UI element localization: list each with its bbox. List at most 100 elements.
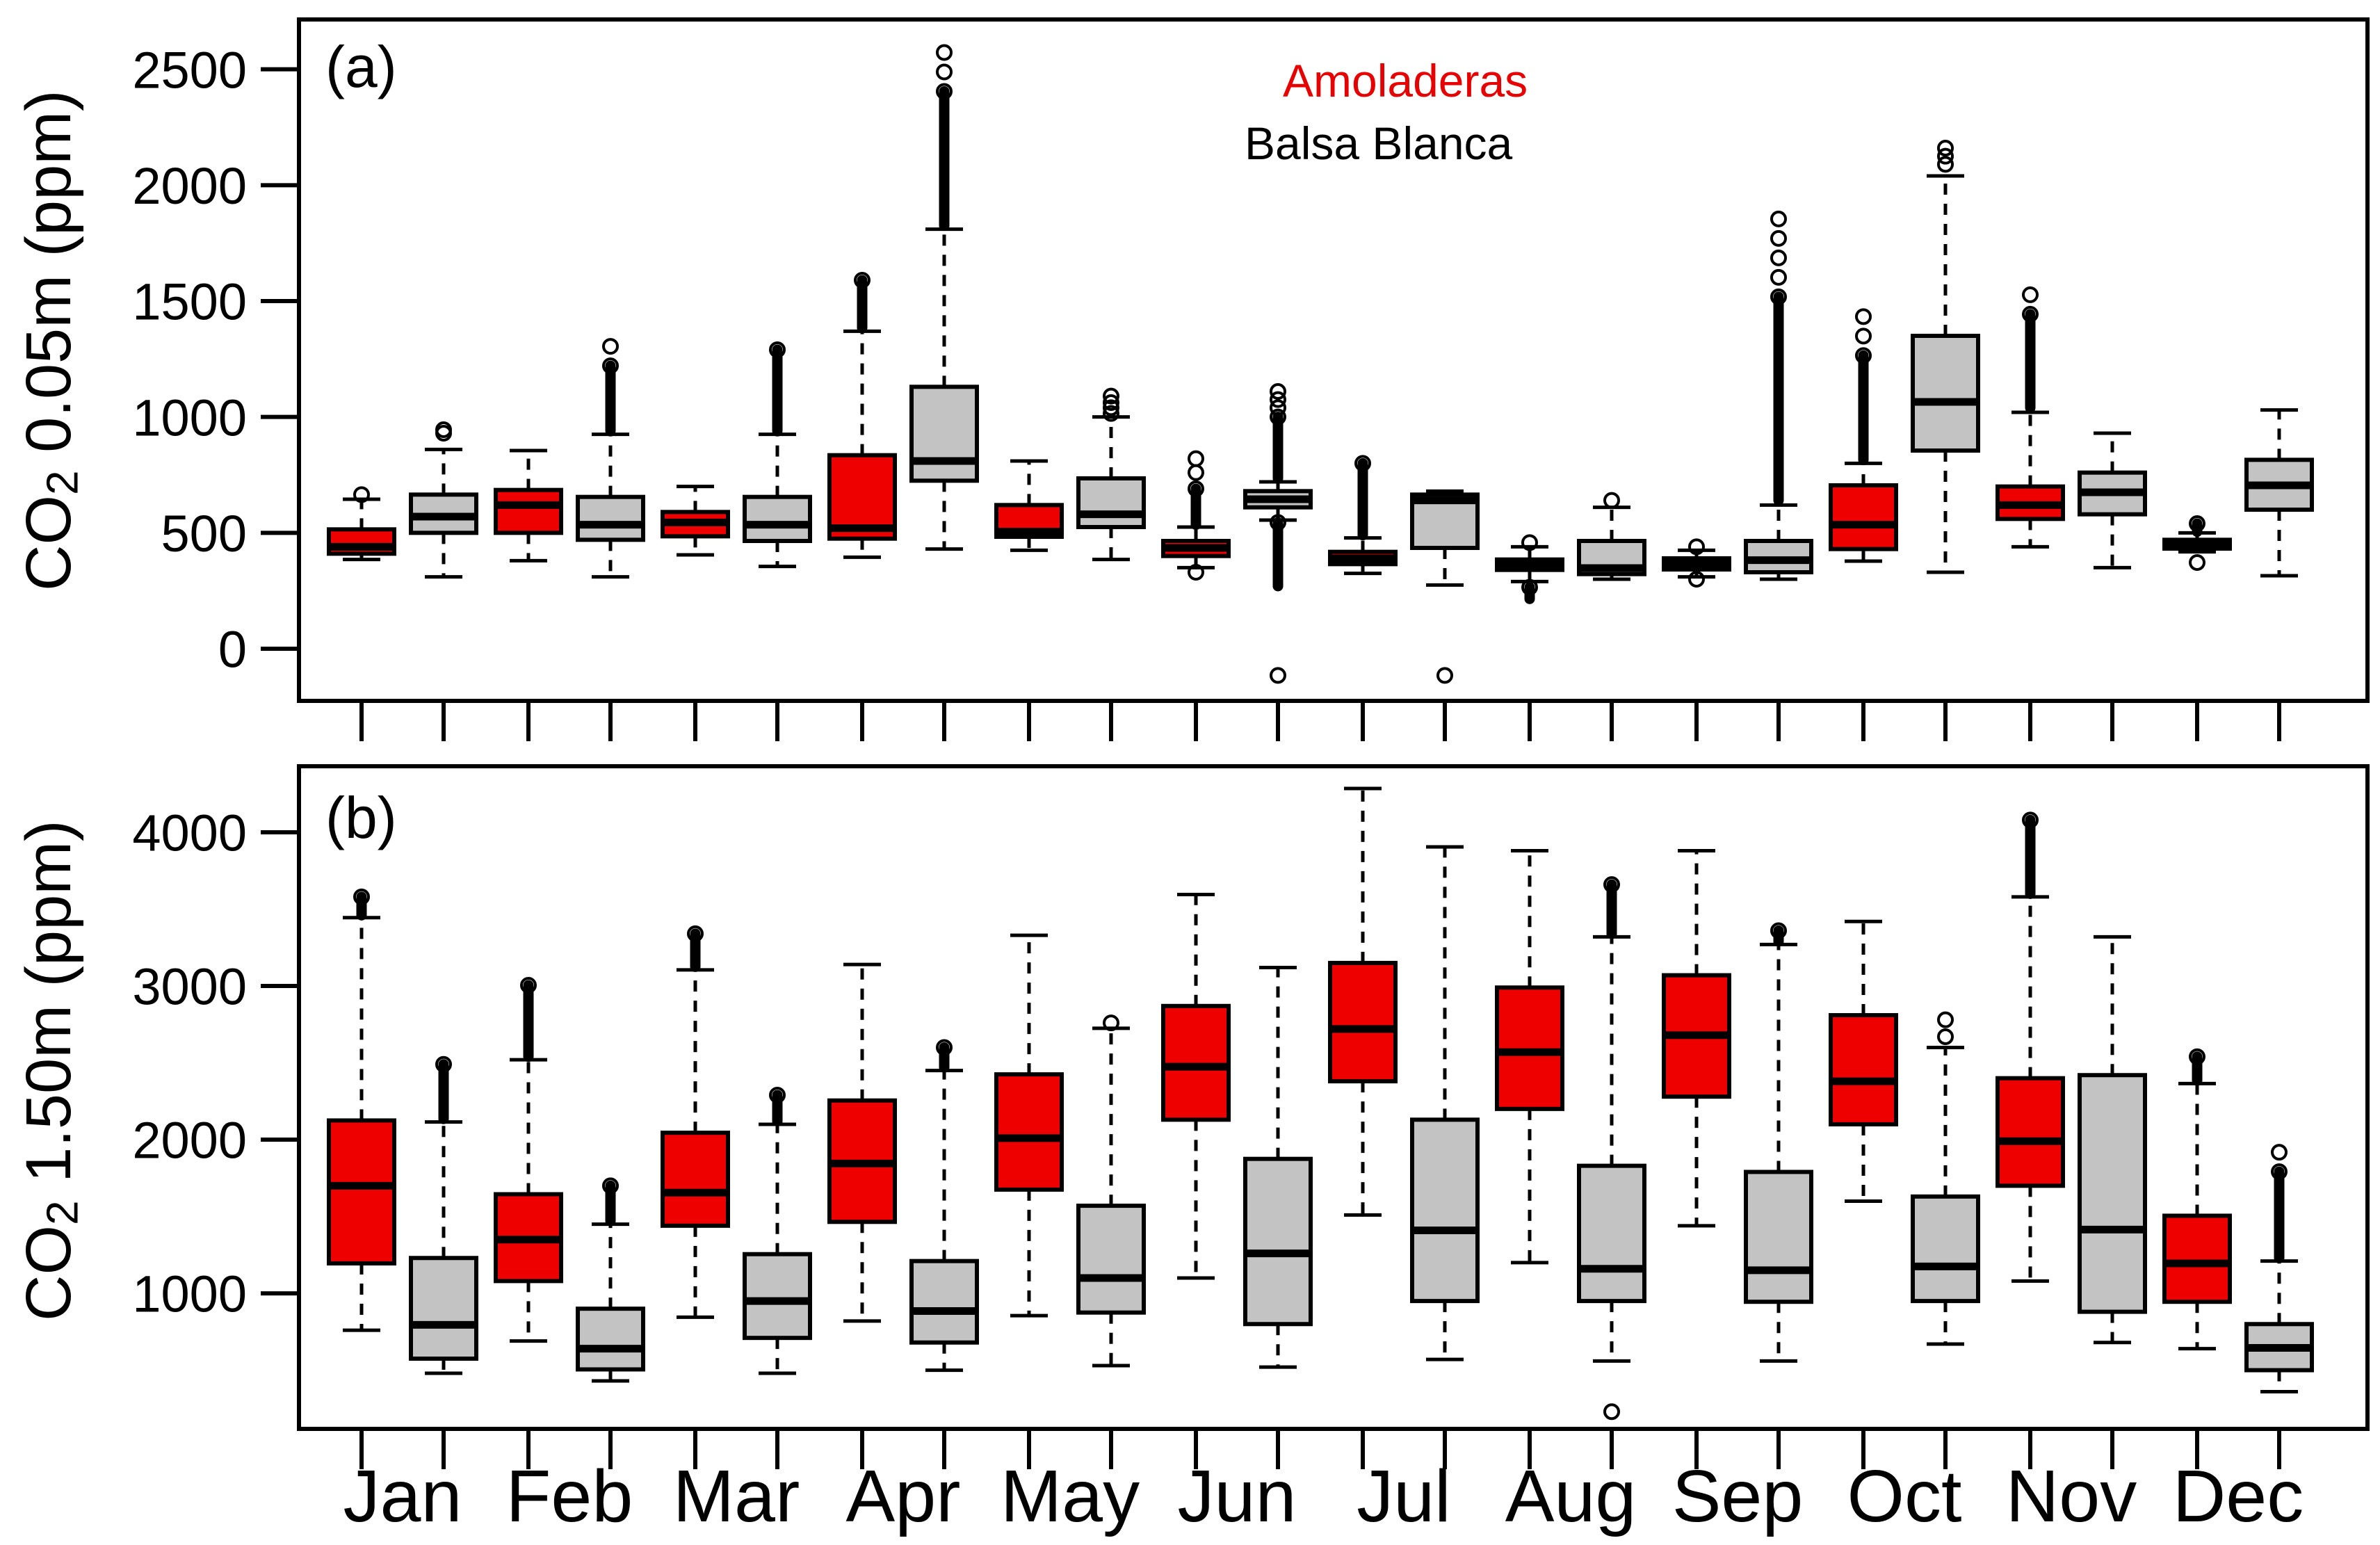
boxplot-a-apr-amoladeras [827, 272, 897, 559]
boxplot-b-jan-balsa-blanca [409, 1055, 478, 1375]
y-axis-b: 1000 2000 3000 4000 [132, 804, 299, 1323]
boxplot-a-may-amoladeras [994, 459, 1064, 552]
outlier-point [1270, 391, 1286, 408]
boxplot-b-mar-amoladeras [661, 925, 730, 1319]
y-tick-label: 1000 [132, 1265, 247, 1323]
outlier-point [353, 486, 370, 503]
panel-b-label: (b) [325, 785, 397, 850]
outlier-point [1188, 450, 1204, 467]
outlier-point [1103, 405, 1119, 422]
month-label-feb: Feb [506, 1455, 633, 1537]
boxplot-b-feb-amoladeras [494, 976, 563, 1343]
x-axis-a [359, 701, 2281, 741]
boxplot-b-jul-amoladeras [1328, 786, 1398, 1217]
boxplot-a-mar-balsa-blanca [743, 341, 812, 569]
boxplot-a-jan-amoladeras [327, 486, 396, 562]
month-label-jan: Jan [343, 1455, 462, 1537]
panel-b: 1000 2000 3000 4000 Jan Feb Mar Apr May Jun Jul Aug… [132, 764, 2370, 1537]
month-label-sep: Sep [1672, 1455, 1804, 1537]
y-tick-label: 2500 [132, 41, 247, 99]
boxplot-a-aug-balsa-blanca [1577, 492, 1646, 581]
outlier-point [1270, 383, 1286, 400]
boxplot-b-aug-amoladeras [1495, 849, 1564, 1265]
y-tick-label: 2000 [132, 1112, 247, 1170]
boxplot-a-dec-amoladeras [2162, 515, 2232, 571]
y-tick-label: 2000 [132, 157, 247, 215]
boxplot-a-mar-amoladeras [661, 485, 730, 557]
month-label-jun: Jun [1178, 1455, 1297, 1537]
outlier-point [1688, 571, 1705, 588]
panel-a-label: (a) [325, 34, 397, 99]
boxplot-a-apr-balsa-blanca [909, 44, 979, 551]
boxplot-b-mar-balsa-blanca [743, 1086, 812, 1375]
legend-item-amoladeras: Amoladeras [1283, 55, 1528, 106]
panel-a-frame [297, 17, 2370, 703]
outlier-point [1603, 492, 1620, 509]
outlier-point [1521, 534, 1538, 551]
outlier-point [1937, 1011, 1954, 1028]
boxplot-b-dec-amoladeras [2162, 1048, 2232, 1351]
outlier-point [1937, 147, 1954, 165]
y-tick-label: 0 [218, 621, 247, 679]
boxplot-a-sep-amoladeras [1662, 538, 1731, 588]
boxplot-b-jun-balsa-blanca [1243, 966, 1313, 1369]
boxplot-b-jun-amoladeras [1161, 893, 1231, 1280]
boxplot-b-may-amoladeras [994, 933, 1064, 1318]
month-label-apr: Apr [846, 1455, 961, 1537]
outlier-point [1103, 1014, 1119, 1032]
boxplot-b-jan-amoladeras [327, 888, 396, 1332]
boxplot-a-jul-amoladeras [1328, 455, 1398, 576]
y-axis-title-panel-b: CO2 1.50m (ppm) [13, 820, 88, 1321]
boxplot-a-jan-balsa-blanca [409, 421, 478, 579]
legend-item-balsa-blanca: Balsa Blanca [1245, 118, 1513, 169]
boxplot-a-jun-balsa-blanca [1243, 383, 1313, 684]
outlier-point [1937, 140, 1954, 156]
y-tick-label: 500 [161, 505, 247, 563]
boxplot-a-jul-balsa-blanca [1410, 489, 1480, 684]
boxplot-a-sep-balsa-blanca [1744, 210, 1813, 581]
boxplot-b-nov-amoladeras [1996, 811, 2065, 1283]
boxplot-b-sep-amoladeras [1662, 849, 1731, 1228]
outlier-point [1103, 387, 1119, 405]
boxplot-a-nov-balsa-blanca [2078, 431, 2147, 569]
boxplot-b-nov-balsa-blanca [2078, 935, 2147, 1345]
outlier-point [1188, 564, 1204, 581]
outlier-point [2189, 554, 2205, 571]
panel-a: 0 500 1000 1500 2000 2500 [132, 17, 2370, 741]
boxplot-a-feb-amoladeras [494, 448, 563, 563]
y-tick-label: 1500 [132, 273, 247, 331]
month-label-dec: Dec [2173, 1455, 2304, 1537]
boxplot-b-apr-amoladeras [827, 962, 897, 1323]
boxplot-b-oct-amoladeras [1829, 919, 1898, 1203]
boxplot-a-feb-balsa-blanca [576, 338, 645, 579]
y-axis-title-panel-a: CO2 0.05m (ppm) [13, 90, 88, 591]
x-axis-b [359, 1429, 2281, 1469]
outlier-point [1103, 399, 1119, 416]
outlier-point [1188, 464, 1204, 481]
boxplot-a-nov-amoladeras [1996, 286, 2065, 549]
outlier-point [1270, 667, 1286, 684]
boxplot-a-jun-amoladeras [1161, 450, 1231, 581]
outlier-point [1937, 156, 1954, 173]
outlier-point [1103, 394, 1119, 411]
y-axis-a: 0 500 1000 1500 2000 2500 [132, 41, 299, 679]
boxplot-a-may-balsa-blanca [1076, 387, 1146, 562]
month-label-jul: Jul [1357, 1455, 1451, 1537]
boxplot-a-aug-amoladeras [1495, 534, 1564, 604]
y-tick-label: 4000 [132, 804, 247, 862]
month-label-aug: Aug [1505, 1455, 1637, 1537]
boxplot-b-apr-balsa-blanca [909, 1039, 979, 1373]
boxplot-b-oct-balsa-blanca [1911, 1011, 1980, 1346]
month-label-oct: Oct [1847, 1455, 1962, 1537]
boxplot-b-dec-balsa-blanca [2244, 1144, 2314, 1394]
boxplot-b-sep-balsa-blanca [1744, 922, 1813, 1363]
boxplot-a-oct-balsa-blanca [1911, 140, 1980, 574]
boxplot-a-oct-amoladeras [1829, 308, 1898, 563]
outlier-point [1688, 538, 1705, 556]
x-axis-month-labels: Jan Feb Mar Apr May Jun Jul Aug Sep Oct Nov Dec [343, 1455, 2304, 1537]
month-label-mar: Mar [673, 1455, 800, 1537]
outlier-point [1436, 667, 1453, 684]
y-tick-label: 1000 [132, 389, 247, 446]
